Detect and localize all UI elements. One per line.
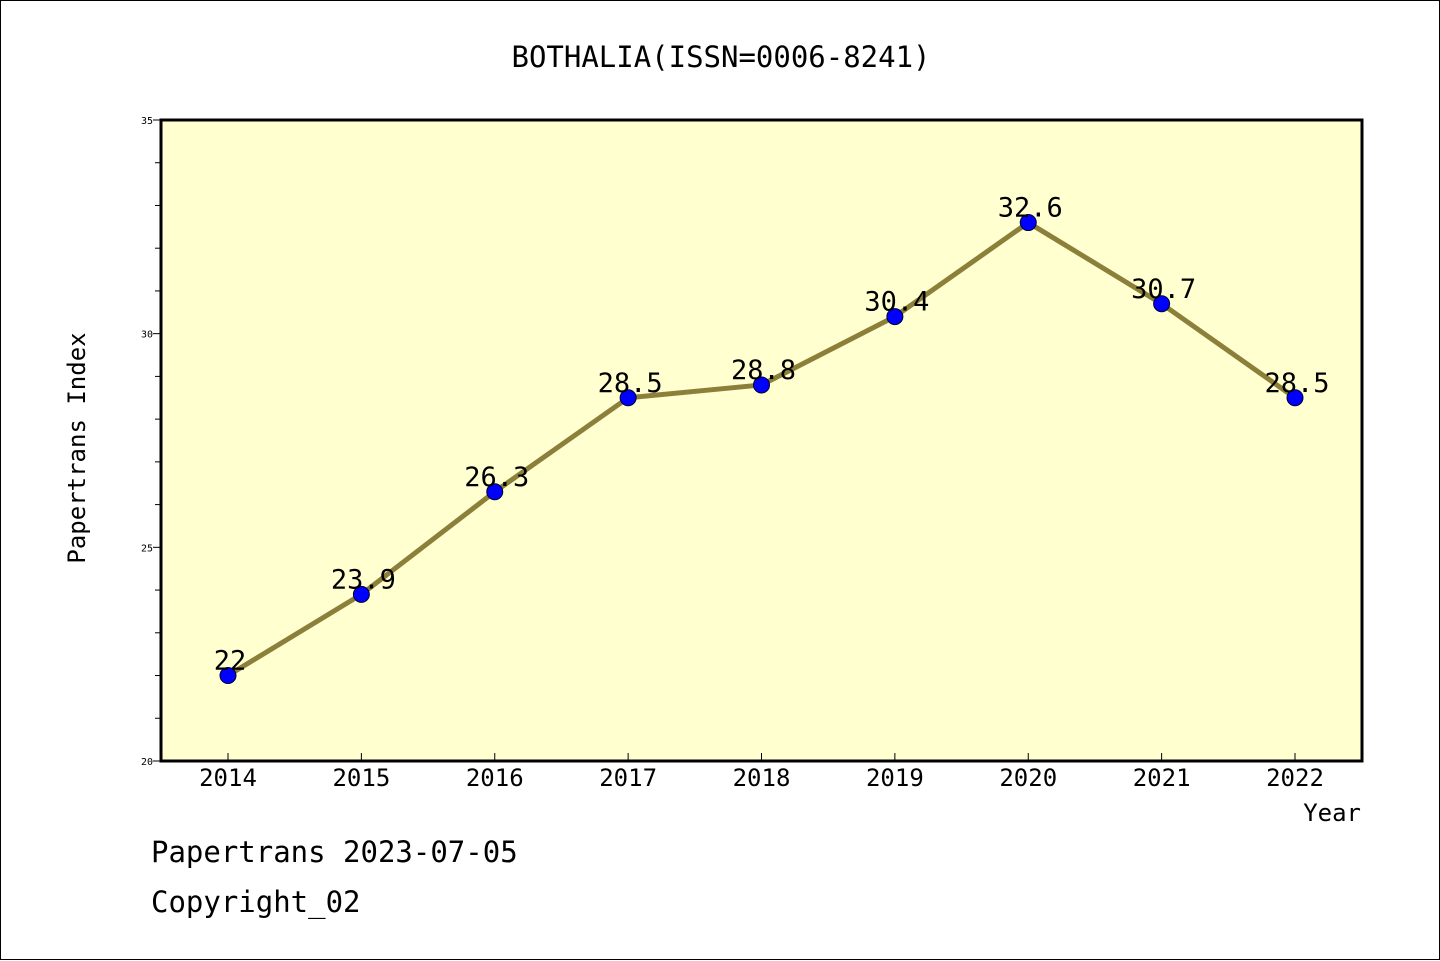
y-tick-label: 35	[141, 116, 153, 127]
x-axis: 2014 2015 2016 2017 2018 2019 2020 2021 2022	[199, 753, 1324, 792]
footer-copyright-line: Copyright_02	[151, 885, 361, 919]
y-axis-label: Papertrans Index	[63, 332, 91, 563]
y-tick-label: 30	[141, 330, 153, 341]
x-tick-label: 2016	[466, 764, 524, 792]
series-line-group: 22 23.9 26.3 28.5 28.8 30.4 32.6 30.7 28.5	[214, 193, 1330, 685]
plot-area	[159, 118, 1364, 763]
y-tick-label: 20	[141, 757, 153, 768]
data-label: 30.4	[864, 287, 929, 318]
data-point	[219, 667, 237, 685]
data-point	[619, 389, 637, 407]
x-tick-label: 2019	[866, 764, 924, 792]
data-label: 32.6	[998, 193, 1063, 224]
data-label: 28.5	[598, 368, 663, 399]
y-tick-label: 25	[141, 543, 153, 554]
data-point	[886, 308, 904, 326]
data-label: 23.9	[331, 564, 396, 595]
y-axis: 20 25 30 35	[141, 116, 161, 768]
chart-title: BOTHALIA(ISSN=0006-8241)	[511, 40, 930, 74]
data-point	[352, 585, 370, 603]
data-label: 28.8	[731, 355, 796, 386]
data-point	[486, 483, 504, 501]
data-label: 30.7	[1131, 274, 1196, 305]
data-point	[1019, 214, 1037, 232]
x-tick-label: 2017	[599, 764, 657, 792]
x-tick-label: 2021	[1133, 764, 1191, 792]
data-label: 22	[214, 646, 247, 677]
x-axis-label: Year	[1303, 799, 1361, 827]
data-label: 28.5	[1264, 368, 1329, 399]
x-tick-label: 2020	[999, 764, 1057, 792]
data-label: 26.3	[464, 462, 529, 493]
data-point	[753, 376, 770, 394]
footer-source-line: Papertrans 2023-07-05	[151, 835, 518, 869]
x-tick-label: 2014	[199, 764, 257, 792]
x-tick-label: 2018	[733, 764, 791, 792]
x-tick-label: 2022	[1266, 764, 1324, 792]
x-tick-label: 2015	[332, 764, 390, 792]
data-point	[1286, 389, 1304, 407]
data-point	[1153, 295, 1171, 313]
